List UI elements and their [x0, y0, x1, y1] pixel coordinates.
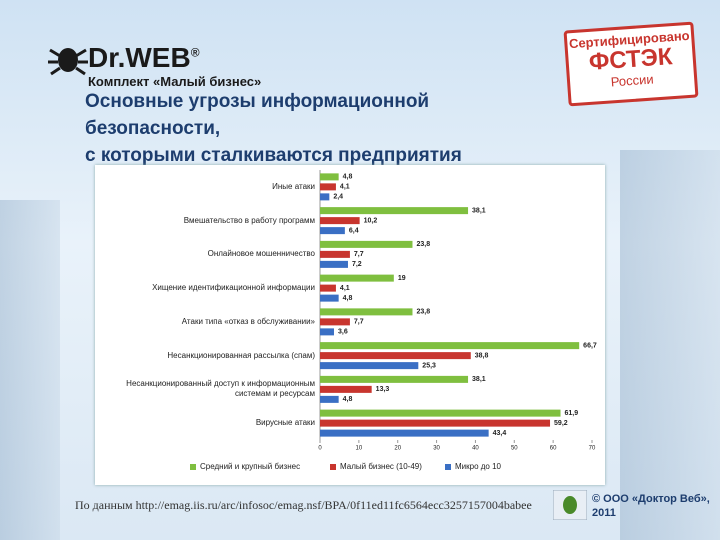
x-tick-label: 30 [433, 446, 440, 452]
logo-icon [48, 48, 88, 76]
value-label: 43,4 [493, 430, 507, 437]
value-label: 4,1 [340, 285, 350, 292]
legend-swatch [330, 464, 336, 470]
bar [320, 419, 551, 427]
value-label: 23,8 [416, 241, 430, 248]
category-label: Несанкционированный доступ к информацион… [126, 379, 315, 399]
value-label: 61,9 [565, 410, 579, 417]
title-line: безопасности, [85, 118, 221, 139]
x-tick-label: 10 [356, 446, 363, 452]
value-label: 23,8 [416, 309, 430, 316]
category-label: Онлайновое мошенничество [207, 249, 315, 259]
kit-name: Комплект «Малый бизнес» [88, 74, 262, 89]
bar [320, 342, 580, 350]
value-label: 59,2 [554, 420, 568, 427]
category-label: Атаки типа «отказ в обслуживании» [181, 316, 315, 326]
value-label: 4,1 [340, 184, 350, 191]
logo-mark: ® [190, 45, 200, 60]
source: По данным http://emag.iis.ru/arc/infosoc… [75, 498, 532, 512]
bar [320, 328, 334, 336]
bar [320, 260, 348, 268]
copyright-year: 2011 [592, 507, 616, 519]
value-label: 38,8 [475, 352, 489, 359]
bar [320, 274, 394, 282]
bar [320, 385, 372, 393]
building [0, 200, 60, 540]
value-label: 6,4 [349, 227, 359, 234]
value-label: 3,6 [338, 329, 348, 336]
value-label: 7,7 [354, 251, 364, 258]
bar [320, 183, 336, 191]
bar [320, 284, 336, 292]
bar [320, 362, 419, 370]
title-line: Основные угрозы информационной [85, 91, 430, 112]
value-label: 2,4 [333, 194, 343, 201]
bar [320, 318, 350, 326]
logo-text: Dr.WEB [88, 42, 191, 73]
value-label: 13,3 [376, 386, 390, 393]
bar [320, 227, 345, 235]
category-label: Вмешательство в работу программ [183, 215, 315, 225]
x-tick-label: 50 [511, 446, 518, 452]
legend-label: Средний и крупный бизнес [200, 462, 300, 471]
bar [320, 429, 489, 437]
category-label: Иные атаки [272, 181, 315, 191]
chart: 0 10 20 30 40 50 60 70 4,8 4,1 2,4 38,1 10,2 6,4 23,8 7… [95, 165, 605, 485]
bar [320, 352, 471, 360]
bar [320, 375, 469, 383]
legend-swatch [445, 464, 451, 470]
value-label: 66,7 [583, 342, 597, 349]
copyright-text: © ООО «Доктор Веб», [592, 493, 710, 505]
bar [320, 294, 339, 302]
x-tick-label: 60 [550, 446, 557, 452]
bar [320, 395, 339, 403]
building [620, 150, 720, 540]
legend-label: Малый бизнес (10-49) [340, 462, 422, 471]
stamp: Сертифицировано ФСТЭК России [563, 21, 699, 107]
bar [320, 250, 350, 258]
category-label: Вирусные атаки [255, 418, 315, 428]
legend-swatch [190, 464, 196, 470]
bar [320, 207, 469, 215]
value-label: 4,8 [343, 174, 353, 181]
x-tick-label: 70 [589, 446, 596, 452]
footer-icon [553, 490, 587, 520]
bar [320, 308, 413, 316]
title: Основные угрозы информационной безопасно… [85, 88, 462, 169]
bar [320, 409, 561, 417]
bar [320, 173, 339, 181]
value-label: 19 [398, 275, 406, 282]
chart-svg: 0 10 20 30 40 50 60 70 4,8 4,1 2,4 38,1 10,2 6,4 23,8 7… [190, 170, 597, 471]
bar [320, 193, 330, 201]
title-line: с которыми сталкиваются предприятия [85, 145, 462, 166]
value-label: 4,8 [343, 396, 353, 403]
value-label: 25,3 [422, 362, 436, 369]
value-label: 10,2 [364, 217, 378, 224]
x-tick-label: 40 [472, 446, 479, 452]
value-label: 7,7 [354, 319, 364, 326]
value-label: 7,2 [352, 261, 362, 268]
bar [320, 240, 413, 248]
category-label: Несанкционированная рассылка (спам) [167, 350, 315, 360]
legend-label: Микро до 10 [455, 462, 502, 471]
x-tick-label: 20 [394, 446, 401, 452]
x-tick-label: 0 [318, 446, 322, 452]
category-label: Хищение идентификационной информации [152, 283, 315, 293]
value-label: 38,1 [472, 207, 486, 214]
copyright: © ООО «Доктор Веб», 2011 [592, 492, 710, 520]
value-label: 38,1 [472, 376, 486, 383]
value-label: 4,8 [343, 295, 353, 302]
logo: Dr.WEB® [88, 42, 200, 74]
bar [320, 217, 360, 225]
